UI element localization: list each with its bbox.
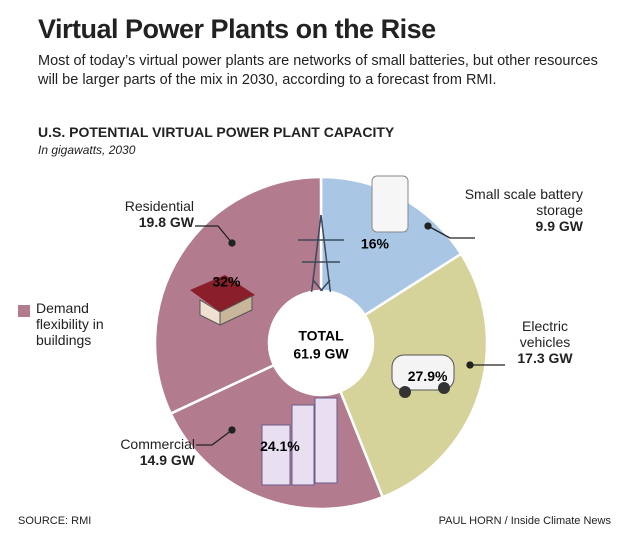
percent-label: 27.9% (408, 368, 448, 384)
category-label: Electric vehicles (520, 318, 571, 350)
credit: PAUL HORN / Inside Climate News (439, 515, 611, 527)
percent-label: 24.1% (260, 438, 300, 454)
category-label: Commercial (120, 436, 195, 452)
percent-label: 16% (361, 236, 390, 252)
battery-icon (372, 176, 408, 232)
value-label: 14.9 GW (60, 452, 195, 468)
legend-label: Demand flexibility in buildings (36, 300, 136, 348)
value-label: 9.9 GW (453, 218, 583, 234)
infographic: Virtual Power Plants on the Rise Most of… (0, 0, 623, 534)
value-label: 19.8 GW (60, 214, 194, 230)
center-label: TOTAL (298, 328, 344, 344)
category-label: Small scale battery storage (465, 186, 583, 218)
percent-label: 32% (212, 274, 241, 290)
category-label: Residential (125, 198, 194, 214)
source: SOURCE: RMI (18, 515, 91, 527)
value-label: 17.3 GW (505, 350, 585, 366)
center-value: 61.9 GW (293, 346, 349, 362)
legend-swatch (18, 305, 30, 317)
